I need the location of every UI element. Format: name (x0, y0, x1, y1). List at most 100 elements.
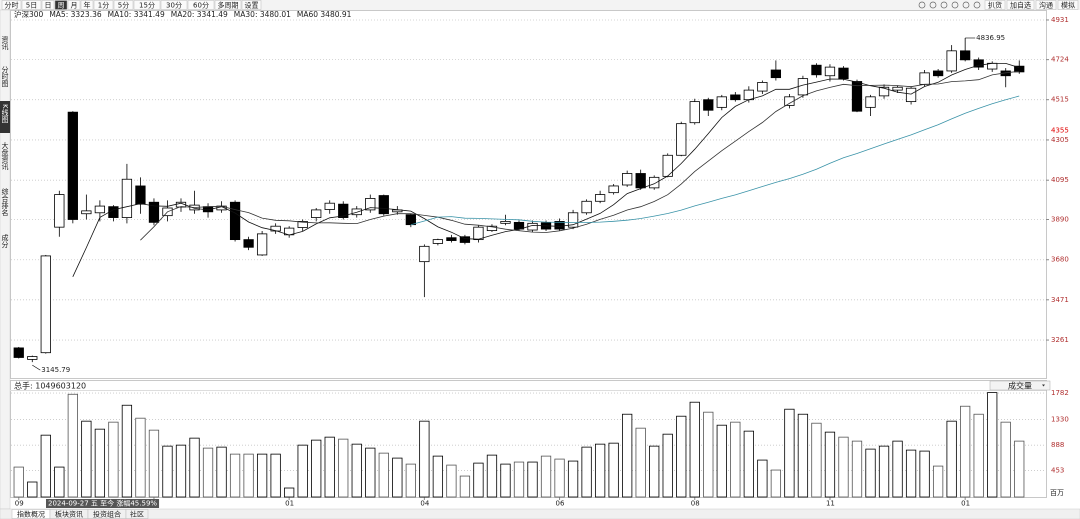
toolbar-label[interactable]: 年 (84, 1, 91, 10)
volume-bar (892, 440, 903, 498)
candle-body (689, 101, 700, 124)
toolbar-bg (0, 0, 1080, 10)
volume-bar (27, 481, 38, 498)
toolbar-label[interactable]: 日 (45, 2, 52, 10)
bottom-tab-label[interactable]: 投资组合 (93, 510, 121, 519)
dropdown-arrow (1042, 384, 1045, 387)
volume-bar (960, 405, 971, 498)
volume-selector[interactable] (989, 380, 1051, 391)
volume-bar (270, 453, 281, 498)
top-button[interactable] (1057, 0, 1079, 10)
price-marker: 4355 (1051, 126, 1069, 134)
volume-bar (527, 461, 538, 498)
candle-body (500, 221, 511, 224)
top-button-label[interactable]: 扒货 (988, 1, 1002, 10)
toolbar-button[interactable] (21, 0, 42, 10)
tool-icon[interactable] (918, 1, 926, 9)
toolbar-button[interactable] (54, 0, 68, 10)
tool-icon[interactable] (973, 1, 981, 9)
sidebar-label[interactable]: 成分 (1, 233, 9, 249)
bottom-tab-label[interactable]: 指数概况 (17, 510, 45, 519)
y2-tick-label: 1330 (1051, 415, 1069, 423)
sidebar-label[interactable]: 资讯 (1, 35, 9, 51)
volume-unit: 百万 (1050, 489, 1064, 497)
bottom-tab-label[interactable]: 板块资讯 (55, 510, 83, 519)
toolbar-label[interactable]: 设置 (245, 1, 259, 10)
volume-bar (1014, 440, 1025, 498)
price-panel (10, 10, 1047, 379)
top-button-label[interactable]: 加自选 (1010, 1, 1031, 10)
toolbar-label[interactable]: 周 (58, 2, 65, 10)
y2-tick-label: 888 (1051, 441, 1064, 449)
toolbar-label[interactable]: 多周期 (218, 1, 239, 10)
candle-body (608, 185, 619, 194)
toolbar-label[interactable]: 月 (71, 2, 78, 10)
candle-body (378, 195, 389, 215)
sidebar-label[interactable]: 大盘资讯 (1, 141, 9, 171)
y2-tick-label: 453 (1051, 467, 1064, 475)
candle-body (81, 210, 92, 215)
moving-average (140, 70, 1020, 241)
top-button[interactable] (984, 0, 1006, 10)
top-button[interactable] (1006, 0, 1035, 10)
tool-icon[interactable] (929, 1, 937, 9)
candle-body (892, 86, 903, 91)
toolbar-button[interactable] (241, 0, 262, 10)
volume-bar (689, 401, 700, 498)
toolbar-label[interactable]: 15分 (139, 1, 155, 10)
toolbar-button[interactable] (1, 0, 22, 10)
toolbar-label[interactable]: 5分 (118, 1, 129, 10)
candle-body (946, 50, 957, 72)
candle-body (121, 178, 133, 218)
volume-bar (175, 444, 187, 498)
tool-icon[interactable] (962, 1, 970, 9)
sidebar-label[interactable]: 分时图 (1, 65, 9, 88)
sidebar-active (0, 101, 10, 133)
toolbar-button[interactable] (93, 0, 114, 10)
candle-body (405, 214, 416, 226)
toolbar-label[interactable]: 5日 (26, 2, 37, 10)
toolbar-button[interactable] (133, 0, 161, 10)
toolbar-button[interactable] (67, 0, 81, 10)
sidebar-label[interactable]: K线图 (1, 104, 9, 124)
toolbar-button[interactable] (160, 0, 188, 10)
volume-bar (1000, 421, 1011, 498)
y-tick-label: 3261 (1051, 336, 1069, 344)
volume-bar (770, 469, 782, 498)
toolbar-label[interactable]: 30分 (166, 1, 182, 10)
x-tick-label: 06 (556, 500, 565, 508)
legend-item: MA5: 3323.36 (49, 10, 102, 19)
x-tick-label: 01 (961, 500, 970, 508)
toolbar-button[interactable] (80, 0, 94, 10)
tool-icon[interactable] (940, 1, 948, 9)
toolbar-button[interactable] (113, 0, 134, 10)
volume-bar (635, 427, 646, 498)
sidebar-label[interactable]: 综合排名 (1, 187, 9, 217)
candle-body (716, 96, 727, 108)
candle-body (311, 209, 322, 218)
volume-bar (649, 445, 660, 498)
volume-bar (594, 443, 606, 498)
legend-item: MA10: 3341.49 (108, 10, 165, 19)
candle-body (594, 194, 606, 202)
volume-bar (13, 466, 24, 498)
candle-body (473, 226, 484, 241)
toolbar-label[interactable]: 分时 (5, 1, 19, 10)
top-button-label[interactable]: 沟通 (1039, 1, 1053, 10)
volume-bar (446, 464, 457, 498)
toolbar-button[interactable] (187, 0, 215, 10)
top-button[interactable] (1035, 0, 1057, 10)
tool-icon[interactable] (951, 1, 959, 9)
candle-body (649, 176, 660, 189)
toolbar-button[interactable] (214, 0, 242, 10)
candle-body (919, 72, 930, 85)
toolbar-label[interactable]: 60分 (193, 1, 209, 10)
bottom-tab-label[interactable]: 社区 (130, 510, 144, 519)
toolbar-label[interactable]: 1分 (98, 1, 109, 10)
candle-body (960, 50, 971, 61)
volume-selector-label[interactable]: 成交量 (1008, 381, 1032, 391)
volume-bar (676, 415, 687, 498)
toolbar-button[interactable] (41, 0, 55, 10)
top-button-label[interactable]: 模拟 (1061, 1, 1075, 10)
x-tick-label: 11 (826, 500, 835, 508)
